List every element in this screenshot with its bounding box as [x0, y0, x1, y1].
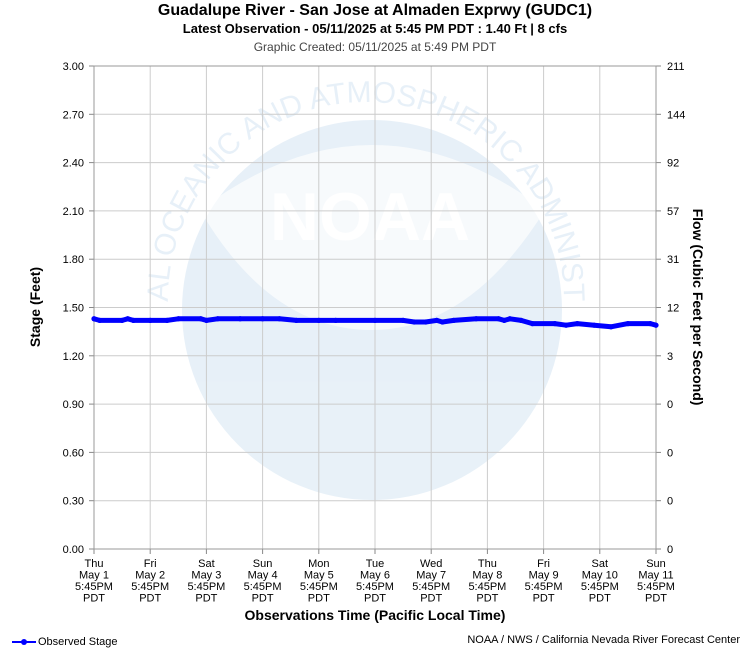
legend-line-marker-icon — [12, 637, 36, 647]
observed-stage-point — [563, 322, 569, 328]
observed-stage-point — [147, 317, 153, 323]
observed-stage-point — [608, 324, 614, 330]
observed-stage-point — [215, 316, 221, 322]
observed-stage-point — [574, 321, 580, 327]
x-tick-label: Fri May 2 5:45PM PDT — [131, 558, 169, 605]
y2-tick-label: 144 — [667, 109, 685, 121]
observed-stage-point — [496, 316, 502, 322]
x-tick-label: Fri May 9 5:45PM PDT — [525, 558, 563, 605]
legend-label: Observed Stage — [38, 636, 118, 648]
observed-stage-point — [164, 317, 170, 323]
plot-area-border — [93, 65, 657, 550]
noaa-logo-text: NOAA — [270, 179, 470, 255]
observed-stage-point — [130, 317, 136, 323]
y-tick-label: 0.60 — [63, 447, 84, 459]
observed-stage-point — [422, 319, 429, 325]
x-tick-label: Mon May 5 5:45PM PDT — [300, 558, 338, 605]
observed-stage-point — [653, 322, 659, 328]
graphic-created: Graphic Created: 05/11/2025 at 5:49 PM P… — [253, 40, 497, 54]
y-tick-label: 2.10 — [63, 206, 84, 218]
observed-stage-point — [333, 317, 339, 323]
x-tick-label: Wed May 7 5:45PM PDT — [412, 558, 450, 605]
observed-stage-point — [451, 317, 457, 323]
y-tick-label: 2.70 — [63, 109, 84, 121]
observed-stage-point — [175, 316, 181, 322]
x-tick-label: Sat May 10 5:45PM PDT — [581, 558, 619, 605]
observed-stage-point — [260, 316, 266, 322]
observed-stage-point — [237, 316, 243, 322]
y2-axis-tick-labels: 0 0 0 0 3 12 31 57 92 144 211 — [667, 61, 685, 556]
x-tick-label: Tue May 6 5:45PM PDT — [356, 558, 394, 605]
observed-stage-point — [119, 317, 125, 323]
x-tick-label: Thu May 1 5:45PM PDT — [75, 558, 113, 605]
observed-stage-point — [316, 317, 322, 323]
y-tick-label: 1.20 — [63, 351, 84, 363]
x-tick-label: Thu May 8 5:45PM PDT — [468, 558, 506, 605]
x-tick-label: Sat May 3 5:45PM PDT — [187, 558, 225, 605]
observed-stage-point — [439, 319, 446, 325]
observed-stage-point — [400, 317, 406, 323]
x-axis-title: Observations Time (Pacific Local Time) — [245, 607, 506, 623]
y2-axis-title: Flow (Cubic Feet per Second) — [690, 209, 706, 406]
y2-tick-label: 92 — [667, 158, 679, 170]
observed-stage-point — [507, 316, 513, 322]
y-tick-label: 0.90 — [63, 399, 84, 411]
legend: Observed Stage — [12, 636, 118, 648]
observed-stage-point — [434, 317, 440, 323]
observed-stage-point — [198, 316, 204, 322]
observed-stage-point — [625, 321, 631, 327]
y-tick-label: 2.40 — [63, 158, 84, 170]
chart-title: Guadalupe River - San Jose at Almaden Ex… — [157, 2, 593, 19]
y2-tick-label: 57 — [667, 206, 679, 218]
y-tick-label: 1.80 — [63, 254, 84, 266]
y-tick-label: 3.00 — [63, 61, 84, 73]
observed-stage-point — [529, 321, 535, 327]
y2-tick-label: 12 — [667, 303, 679, 315]
x-tick-label: Sun May 11 5:45PM PDT — [637, 558, 675, 605]
x-axis-tick-labels: Thu May 1 5:45PM PDT Fri May 2 5:45PM PDT Sat May… — [75, 558, 675, 605]
observed-stage-point — [518, 317, 524, 323]
hydrograph-chart: NOAA NATIONAL OCEANIC AND ATMOSPHERIC AD… — [0, 0, 706, 623]
y2-tick-label: 0 — [667, 399, 673, 411]
observed-stage-point — [293, 317, 299, 323]
observed-stage-point — [473, 316, 479, 322]
x-tick-label: Sun May 4 5:45PM PDT — [244, 558, 282, 605]
chart-grid — [93, 65, 657, 550]
observed-stage-point — [97, 317, 103, 323]
chart-axes — [89, 65, 661, 554]
noaa-watermark: NOAA NATIONAL OCEANIC AND ATMOSPHERIC AD… — [0, 0, 590, 500]
y2-tick-label: 0 — [667, 447, 673, 459]
y2-tick-label: 3 — [667, 351, 673, 363]
observed-stage-point — [203, 317, 209, 323]
y-axis-tick-labels: 0.00 0.30 0.60 0.90 1.20 1.50 1.80 2.10 2.40 2.70… — [63, 61, 84, 556]
observed-stage-point — [372, 317, 378, 323]
observed-stage-series — [91, 316, 659, 330]
observed-stage-point — [591, 322, 597, 328]
observed-stage-point — [411, 319, 417, 325]
y-tick-label: 0.30 — [63, 496, 84, 508]
observed-stage-point — [501, 317, 507, 323]
y-tick-label: 1.50 — [63, 303, 84, 315]
y2-tick-label: 0 — [667, 496, 673, 508]
observed-stage-point — [647, 321, 653, 327]
footer-credit: NOAA / NWS / California Nevada River For… — [467, 634, 740, 646]
observed-stage-point — [125, 316, 131, 322]
observed-stage-point — [276, 316, 283, 322]
y2-tick-label: 211 — [667, 61, 685, 73]
observed-stage-point — [552, 321, 558, 327]
y-tick-label: 0.00 — [63, 544, 84, 556]
y2-tick-label: 0 — [667, 544, 673, 556]
y2-tick-label: 31 — [667, 254, 679, 266]
observed-stage-point — [91, 316, 97, 322]
y-axis-title: Stage (Feet) — [27, 267, 43, 347]
latest-observation: Latest Observation - 05/11/2025 at 5:45 … — [182, 21, 568, 36]
